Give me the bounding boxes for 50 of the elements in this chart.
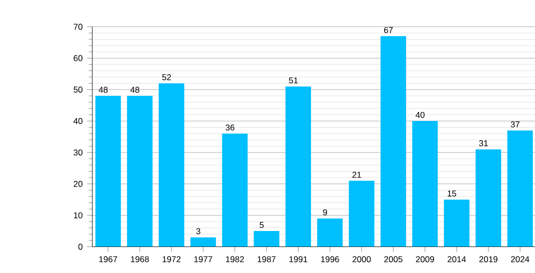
bar xyxy=(158,83,184,247)
x-tick-label: 1991 xyxy=(289,256,308,262)
bar xyxy=(507,130,533,247)
x-tick-label: 2014 xyxy=(448,256,466,262)
y-tick-label: 30 xyxy=(74,149,82,156)
x-tick-label: 2000 xyxy=(352,256,371,262)
bar xyxy=(412,120,438,247)
bar xyxy=(444,199,470,247)
data-label: 37 xyxy=(510,121,520,128)
data-label: 48 xyxy=(98,86,108,93)
bar xyxy=(285,86,311,247)
data-label: 48 xyxy=(130,86,140,93)
x-tick-label: 2005 xyxy=(384,256,402,262)
y-tick-label: 0 xyxy=(78,244,82,250)
x-tick-label: 1987 xyxy=(258,256,276,262)
y-tick-label: 50 xyxy=(74,86,82,92)
data-label: 67 xyxy=(384,26,393,33)
bar xyxy=(380,36,406,247)
bar xyxy=(222,133,248,247)
y-tick-label: 20 xyxy=(74,180,82,187)
data-label: 52 xyxy=(162,74,171,80)
x-tick-label: 1996 xyxy=(321,256,340,262)
x-tick-label: 1982 xyxy=(226,256,244,262)
bar xyxy=(348,180,374,247)
data-label: 3 xyxy=(196,228,200,234)
y-tick-label: 60 xyxy=(74,54,82,61)
bar xyxy=(190,237,216,247)
y-tick-label: 70 xyxy=(74,24,82,30)
x-tick-label: 1967 xyxy=(99,256,118,262)
x-tick-label: 1972 xyxy=(162,256,181,262)
bar xyxy=(127,96,153,247)
data-label: 51 xyxy=(288,77,298,84)
data-label: 15 xyxy=(448,190,456,196)
bar xyxy=(95,96,121,247)
x-tick-label: 2009 xyxy=(416,256,434,262)
bar xyxy=(317,218,343,247)
data-label: 36 xyxy=(226,124,234,130)
x-tick-label: 2019 xyxy=(479,256,498,262)
y-tick-label: 40 xyxy=(74,118,82,124)
data-label: 31 xyxy=(479,140,488,146)
y-tick-label: 10 xyxy=(74,212,82,218)
bar xyxy=(476,149,502,247)
x-tick-label: 1968 xyxy=(130,256,149,262)
data-label: 5 xyxy=(260,222,264,228)
data-label: 21 xyxy=(352,172,362,178)
data-label: 9 xyxy=(323,209,328,216)
x-tick-label: 2024 xyxy=(511,256,530,262)
x-tick-label: 1977 xyxy=(194,256,212,262)
bar xyxy=(254,230,280,247)
data-label: 40 xyxy=(416,112,425,118)
